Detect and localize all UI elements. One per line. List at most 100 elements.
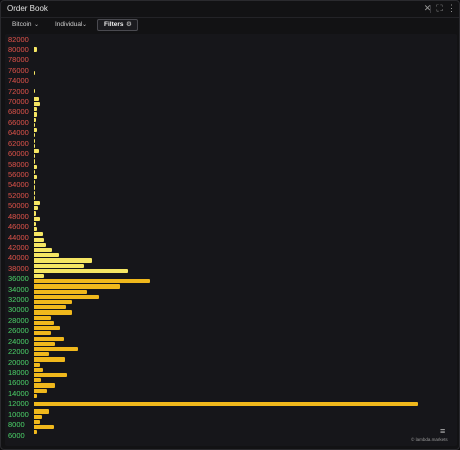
price-level-label: 14000 [8,388,29,398]
price-level-label: 10000 [8,409,29,419]
filters-button-label: Filters [104,21,124,28]
ask-volume-bar [34,247,53,253]
ask-volume-bar [34,206,38,211]
ask-volume-bar [34,143,35,148]
expand-icon[interactable]: ⛶ [436,3,443,13]
more-options-icon[interactable]: ⋮ [447,3,456,13]
bid-volume-bar [34,430,37,435]
price-level-label: 20000 [8,357,29,367]
bid-volume-bar [34,357,66,362]
ask-volume-bar [34,128,37,133]
price-level-label: 32000 [8,295,29,305]
ask-volume-bar [34,174,37,180]
price-level-label: 18000 [8,367,29,377]
bid-volume-bar [34,352,50,357]
bid-volume-bar [34,331,52,336]
price-level-label: 60000 [8,149,29,159]
ask-volume-bar [34,227,37,232]
ask-volume-bar [34,268,129,273]
ask-volume-bar [34,122,35,128]
ask-volume-bar [34,112,37,117]
ask-volume-bar [34,164,37,169]
close-icon[interactable]: ✕ [423,3,432,13]
toolbar: Bitcoin ⌄ Individual ⌄ Filters ⚙ [1,18,459,32]
ask-volume-bar [34,180,35,185]
bid-volume-bar [34,378,42,383]
account-dropdown-label: Individual [55,21,83,28]
price-level-label: 22000 [8,347,29,357]
window-title: Order Book [7,4,48,13]
ask-volume-bar [34,70,35,75]
ask-volume-bar [34,117,36,122]
ask-volume-bar [34,148,39,154]
price-level-label: 42000 [8,242,29,252]
price-level-label: 58000 [8,159,29,169]
price-level-label: 26000 [8,326,29,336]
bid-volume-bar [34,419,41,425]
price-level-label: 6000 [8,430,25,440]
bid-volume-bar [34,326,61,331]
ask-volume-bar [34,221,36,227]
account-dropdown[interactable]: Individual ⌄ [49,19,93,31]
price-level-label: 80000 [8,44,29,54]
price-level-label: 74000 [8,76,29,86]
bid-volume-bar [34,401,418,406]
ask-volume-bar [34,211,36,216]
filter-settings-icon: ⚙ [126,21,132,28]
ask-volume-bar [34,237,45,242]
chevron-down-icon: ⌄ [82,22,88,28]
ask-volume-bar [34,102,41,107]
price-level-label: 44000 [8,232,29,242]
asset-dropdown[interactable]: Bitcoin ⌄ [6,19,46,31]
ask-volume-bar [34,107,37,112]
ask-volume-bar [34,216,41,221]
ask-volume-bar [34,253,60,258]
bid-volume-bar [34,289,88,294]
ask-volume-bar [34,89,35,94]
bid-volume-bar [34,372,68,378]
price-level-label: 62000 [8,138,29,148]
price-level-label: 34000 [8,284,29,294]
ask-volume-bar [34,138,35,143]
ask-volume-bar [34,195,35,200]
ask-volume-bar [34,258,93,263]
ask-volume-bar [34,154,35,159]
ask-volume-bar [34,190,35,195]
price-level-label: 56000 [8,169,29,179]
price-level-label: 12000 [8,399,29,409]
price-level-label: 16000 [8,378,29,388]
bid-volume-bar [34,284,121,289]
order-book-chart: 82000 80000 78000 76000 74000 72000 70000 68000… [5,34,457,446]
bid-volume-bar [34,388,48,393]
price-level-label: 78000 [8,55,29,65]
bid-volume-bar [34,362,41,367]
attribution-text: © lambda.markets [411,437,448,442]
bid-volume-bar [34,300,73,305]
hamburger-menu-icon[interactable]: ≡ [440,426,446,436]
ask-volume-bar [34,232,44,237]
price-level-label: 68000 [8,107,29,117]
bid-volume-bar [34,346,79,352]
bid-volume-bar [34,320,55,326]
ask-volume-bar [34,185,35,190]
bid-volume-bar [34,305,67,310]
bid-volume-bar [34,383,56,388]
price-level-label: 8000 [8,420,25,430]
bid-volume-bar [34,425,55,430]
ask-volume-bar [34,159,35,164]
bid-volume-bar [34,409,50,414]
asset-dropdown-label: Bitcoin [12,21,32,28]
price-level-label: 40000 [8,253,29,263]
filters-button[interactable]: Filters ⚙ [97,19,138,31]
price-level-label: 82000 [8,34,29,44]
bid-volume-bar [34,341,56,346]
price-level-label: 70000 [8,97,29,107]
ask-volume-bar [34,263,85,268]
ask-volume-bar [34,133,35,138]
ask-volume-bar [34,201,41,206]
price-level-label: 52000 [8,190,29,200]
bid-volume-bar [34,414,43,419]
price-level-label: 54000 [8,180,29,190]
title-bar: Order Book ✕ ⛶ ⋮ [1,1,459,18]
